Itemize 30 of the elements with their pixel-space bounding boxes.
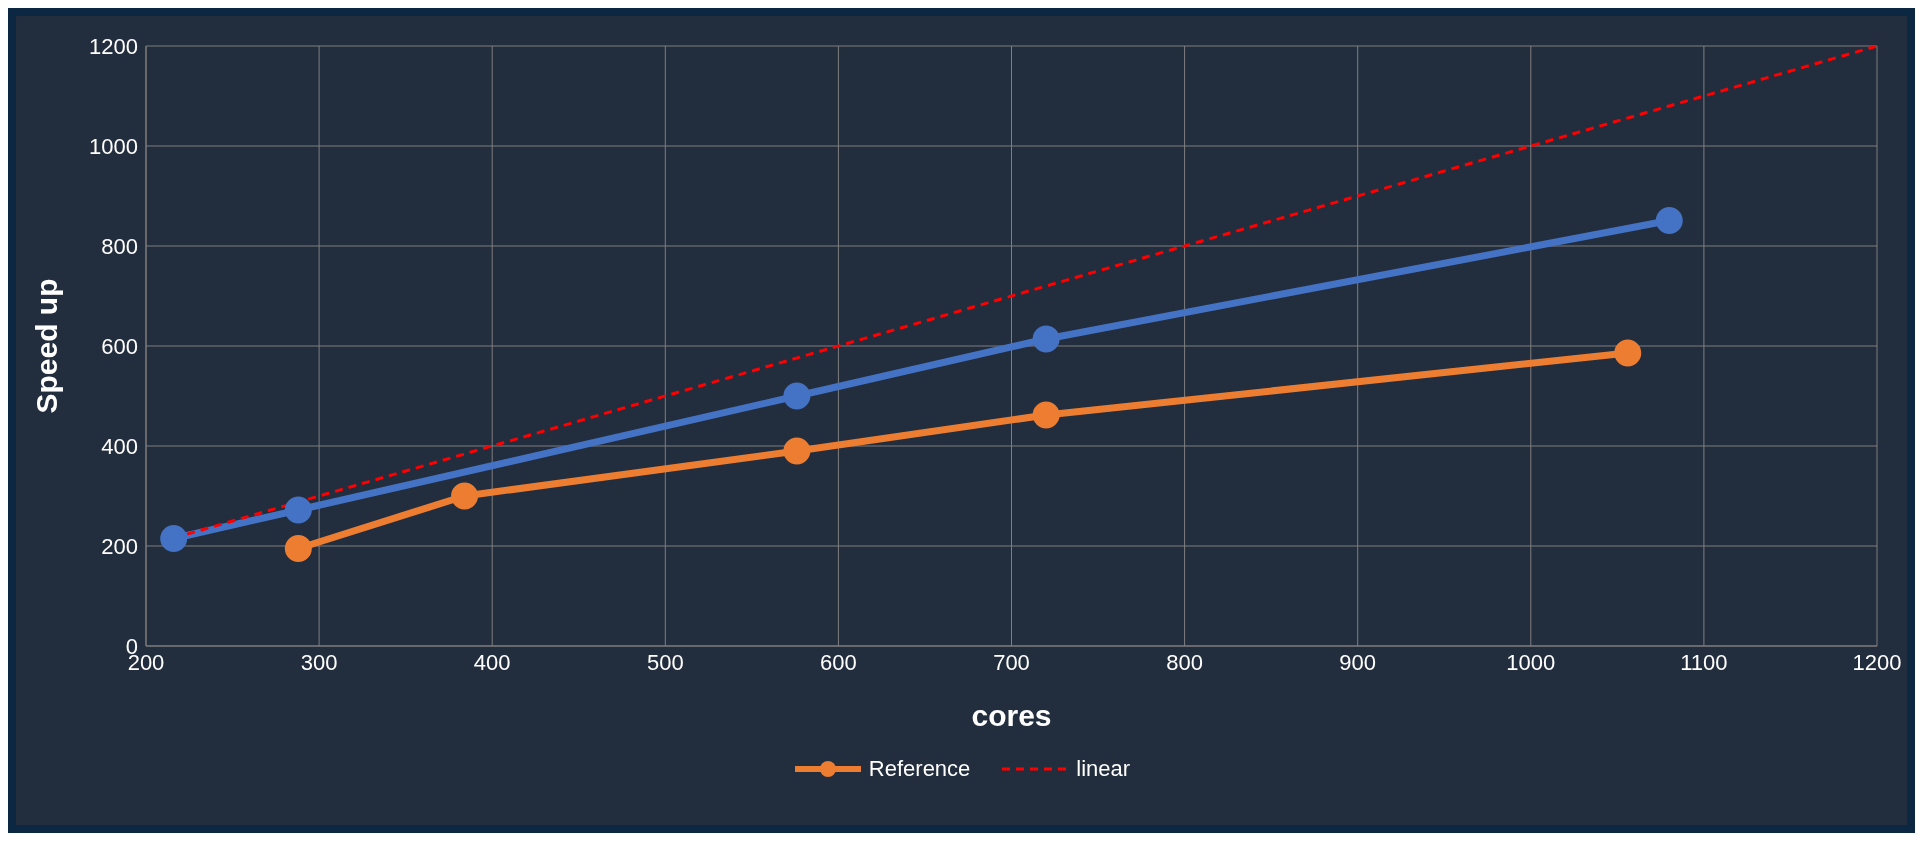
point	[1614, 339, 1642, 367]
x-tick-label: 1200	[1852, 649, 1902, 675]
legend-label: linear	[1076, 756, 1131, 782]
x-tick-label: 1000	[1506, 649, 1556, 675]
point	[451, 482, 478, 510]
x-tick-label: 800	[1166, 649, 1203, 675]
x-axis-title: cores	[971, 699, 1052, 732]
y-tick-label: 600	[101, 333, 138, 359]
x-tick-label: 400	[473, 649, 511, 675]
y-tick-label: 200	[101, 533, 138, 559]
x-tick-label: 500	[646, 649, 684, 675]
legend-label: Reference	[868, 756, 971, 782]
y-axis-title: Speed up	[29, 278, 63, 414]
point	[284, 535, 312, 562]
point	[1655, 207, 1683, 234]
y-tick-label: 1200	[89, 33, 138, 59]
point	[160, 525, 188, 552]
y-tick-label: 400	[101, 433, 138, 459]
x-tick-label: 900	[1339, 649, 1377, 675]
y-tick-label: 800	[101, 233, 138, 259]
point	[783, 382, 811, 410]
point	[783, 437, 811, 465]
x-tick-label: 1100	[1680, 649, 1728, 675]
x-tick-label: 700	[993, 649, 1030, 675]
point	[1032, 401, 1060, 429]
y-tick-label: 1000	[89, 133, 138, 159]
x-tick-label: 300	[300, 649, 338, 675]
x-tick-label: 600	[820, 649, 857, 675]
point	[1032, 325, 1060, 353]
point	[284, 496, 312, 524]
